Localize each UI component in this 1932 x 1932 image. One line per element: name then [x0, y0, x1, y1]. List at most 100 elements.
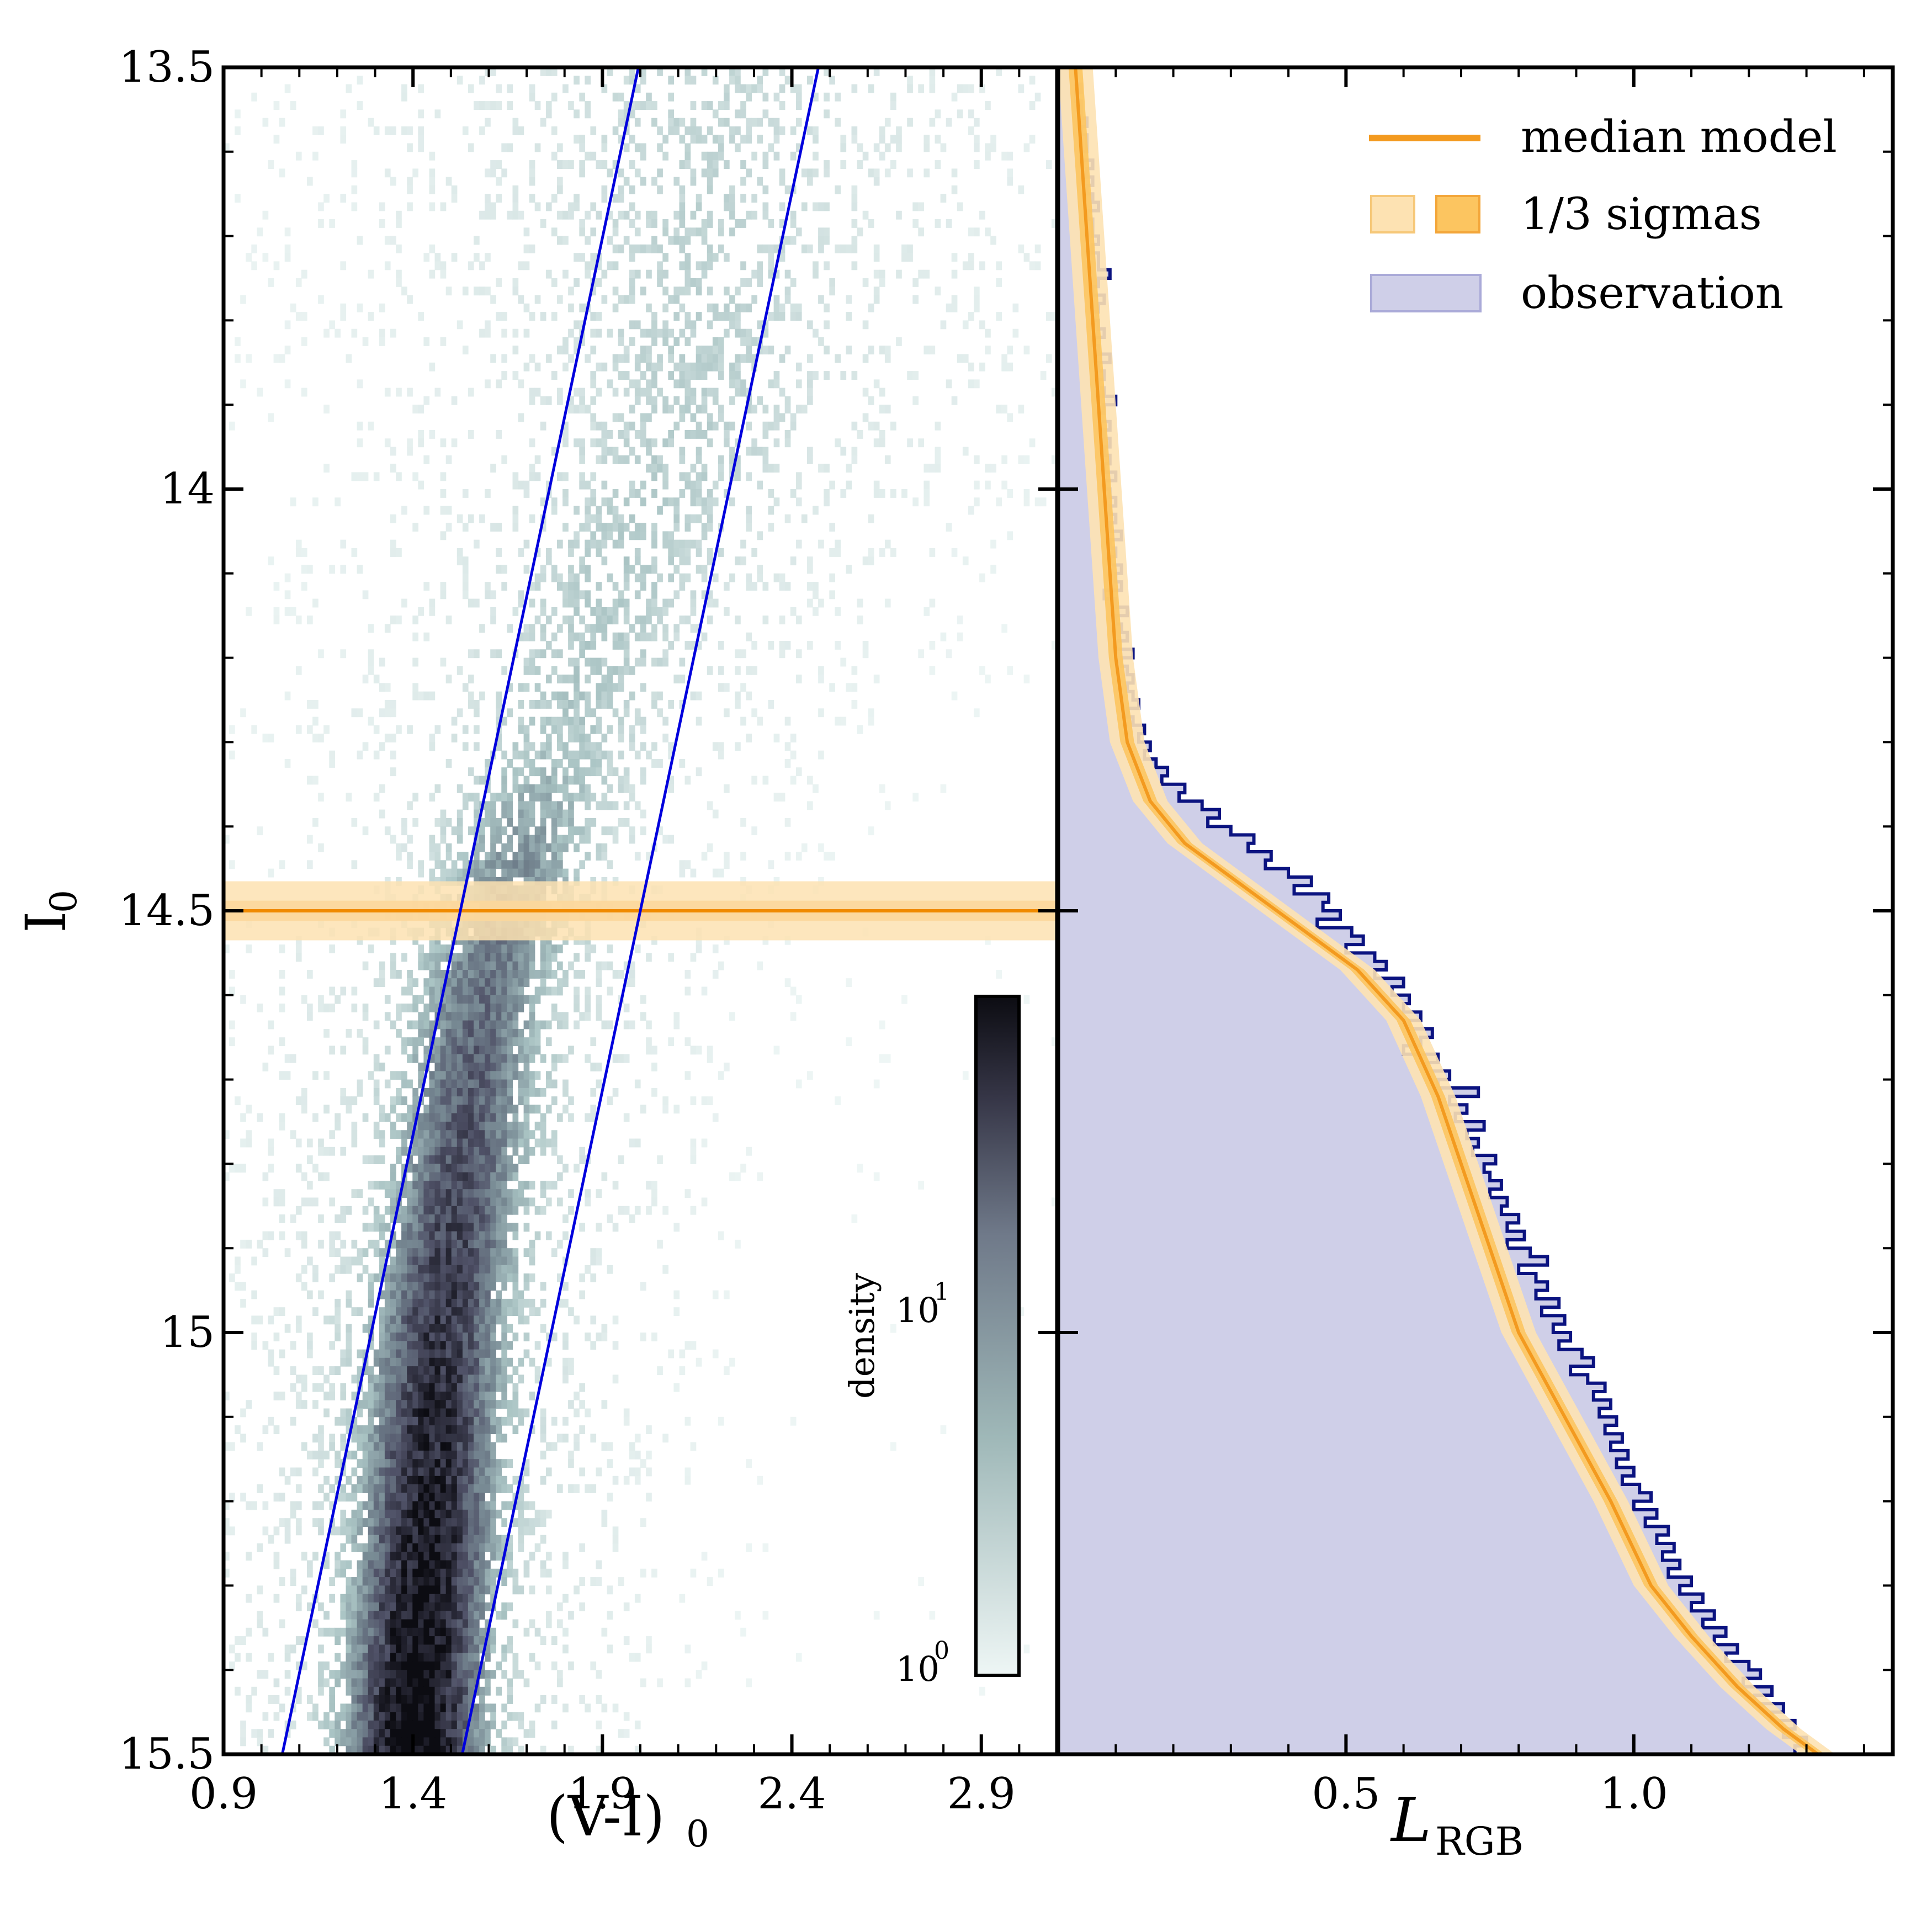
heatmap-cell [390, 1256, 396, 1266]
heatmap-cell [368, 1282, 374, 1291]
heatmap-cell [373, 1383, 380, 1392]
heatmap-cell [462, 1349, 469, 1358]
heatmap-cell [996, 261, 1002, 270]
heatmap-cell [268, 868, 274, 878]
heatmap-cell [551, 944, 558, 953]
heatmap-cell [496, 1467, 502, 1477]
heatmap-cell [295, 615, 302, 625]
heatmap-cell [729, 447, 735, 456]
heatmap-cell [574, 1442, 580, 1451]
heatmap-cell [490, 1282, 496, 1291]
heatmap-cell [590, 632, 597, 641]
heatmap-cell [557, 801, 563, 810]
heatmap-cell [451, 1484, 458, 1493]
heatmap-cell [295, 1467, 302, 1477]
heatmap-cell [462, 1122, 469, 1130]
heatmap-cell [701, 852, 708, 861]
heatmap-cell [440, 1467, 447, 1477]
heatmap-cell [668, 346, 674, 355]
heatmap-cell [457, 1138, 463, 1148]
heatmap-cell [401, 126, 407, 135]
heatmap-cell [623, 784, 630, 793]
heatmap-cell [396, 1374, 402, 1384]
heatmap-cell [790, 489, 797, 498]
heatmap-cell [579, 556, 585, 566]
heatmap-cell [462, 1484, 469, 1493]
heatmap-cell [868, 826, 874, 836]
heatmap-cell [724, 160, 730, 169]
heatmap-cell [379, 1256, 385, 1266]
heatmap-cell [862, 388, 869, 397]
heatmap-cell [601, 734, 608, 742]
heatmap-cell [412, 1054, 418, 1063]
heatmap-cell [512, 514, 519, 523]
heatmap-cell [590, 202, 597, 211]
heatmap-cell [501, 1484, 507, 1493]
heatmap-cell [884, 801, 891, 810]
heatmap-cell [607, 210, 613, 220]
heatmap-cell [668, 1037, 674, 1047]
heatmap-cell [523, 809, 530, 819]
heatmap-cell [813, 590, 819, 599]
heatmap-cell [440, 582, 447, 591]
heatmap-cell [562, 590, 569, 599]
heatmap-cell [412, 793, 418, 802]
heatmap-cell [323, 194, 330, 203]
heatmap-cell [529, 1054, 535, 1063]
heatmap-cell [574, 843, 580, 852]
heatmap-cell [557, 396, 563, 405]
heatmap-cell [557, 843, 563, 852]
heatmap-cell [851, 135, 858, 144]
heatmap-cell [501, 1122, 507, 1130]
heatmap-cell [485, 995, 491, 1004]
heatmap-cell [501, 953, 507, 962]
heatmap-cell [574, 598, 580, 608]
heatmap-cell [634, 168, 641, 178]
heatmap-cell [379, 202, 385, 211]
heatmap-cell [985, 936, 991, 945]
heatmap-cell [518, 632, 524, 641]
heatmap-cell [462, 1028, 469, 1038]
heatmap-cell [429, 1298, 436, 1308]
heatmap-cell [396, 1392, 402, 1400]
heatmap-cell [701, 388, 708, 397]
heatmap-cell [574, 539, 580, 549]
heatmap-cell [412, 1290, 418, 1299]
heatmap-cell [562, 1164, 569, 1173]
heatmap-cell [596, 767, 602, 777]
heatmap-cell [307, 1155, 313, 1164]
heatmap-cell [890, 101, 896, 110]
heatmap-cell [496, 1231, 502, 1240]
heatmap-cell [429, 1324, 436, 1333]
heatmap-cell [873, 489, 880, 498]
heatmap-cell [518, 953, 524, 962]
heatmap-cell [390, 1442, 396, 1451]
heatmap-cell [412, 1096, 418, 1106]
heatmap-cell [429, 1147, 436, 1156]
heatmap-cell [523, 995, 530, 1004]
heatmap-cell [512, 523, 519, 532]
heatmap-cell [479, 1214, 485, 1223]
heatmap-cell [379, 1383, 385, 1392]
heatmap-cell [518, 818, 524, 827]
heatmap-cell [724, 784, 730, 793]
heatmap-cell [390, 236, 396, 245]
heatmap-cell [507, 1357, 513, 1367]
heatmap-cell [596, 328, 602, 338]
heatmap-cell [529, 1079, 535, 1089]
heatmap-cell [779, 253, 785, 262]
heatmap-cell [557, 716, 563, 726]
heatmap-cell [529, 1273, 535, 1282]
heatmap-cell [701, 464, 708, 473]
heatmap-cell [512, 986, 519, 996]
heatmap-cell [640, 413, 646, 422]
heatmap-cell [340, 312, 347, 321]
heatmap-cell [640, 1012, 646, 1021]
heatmap-cell [729, 185, 735, 194]
heatmap-cell [401, 1290, 407, 1299]
heatmap-cell [557, 1155, 563, 1164]
heatmap-cell [618, 135, 624, 144]
heatmap-cell [601, 556, 608, 566]
heatmap-cell [479, 1307, 485, 1317]
heatmap-cell [740, 388, 746, 397]
